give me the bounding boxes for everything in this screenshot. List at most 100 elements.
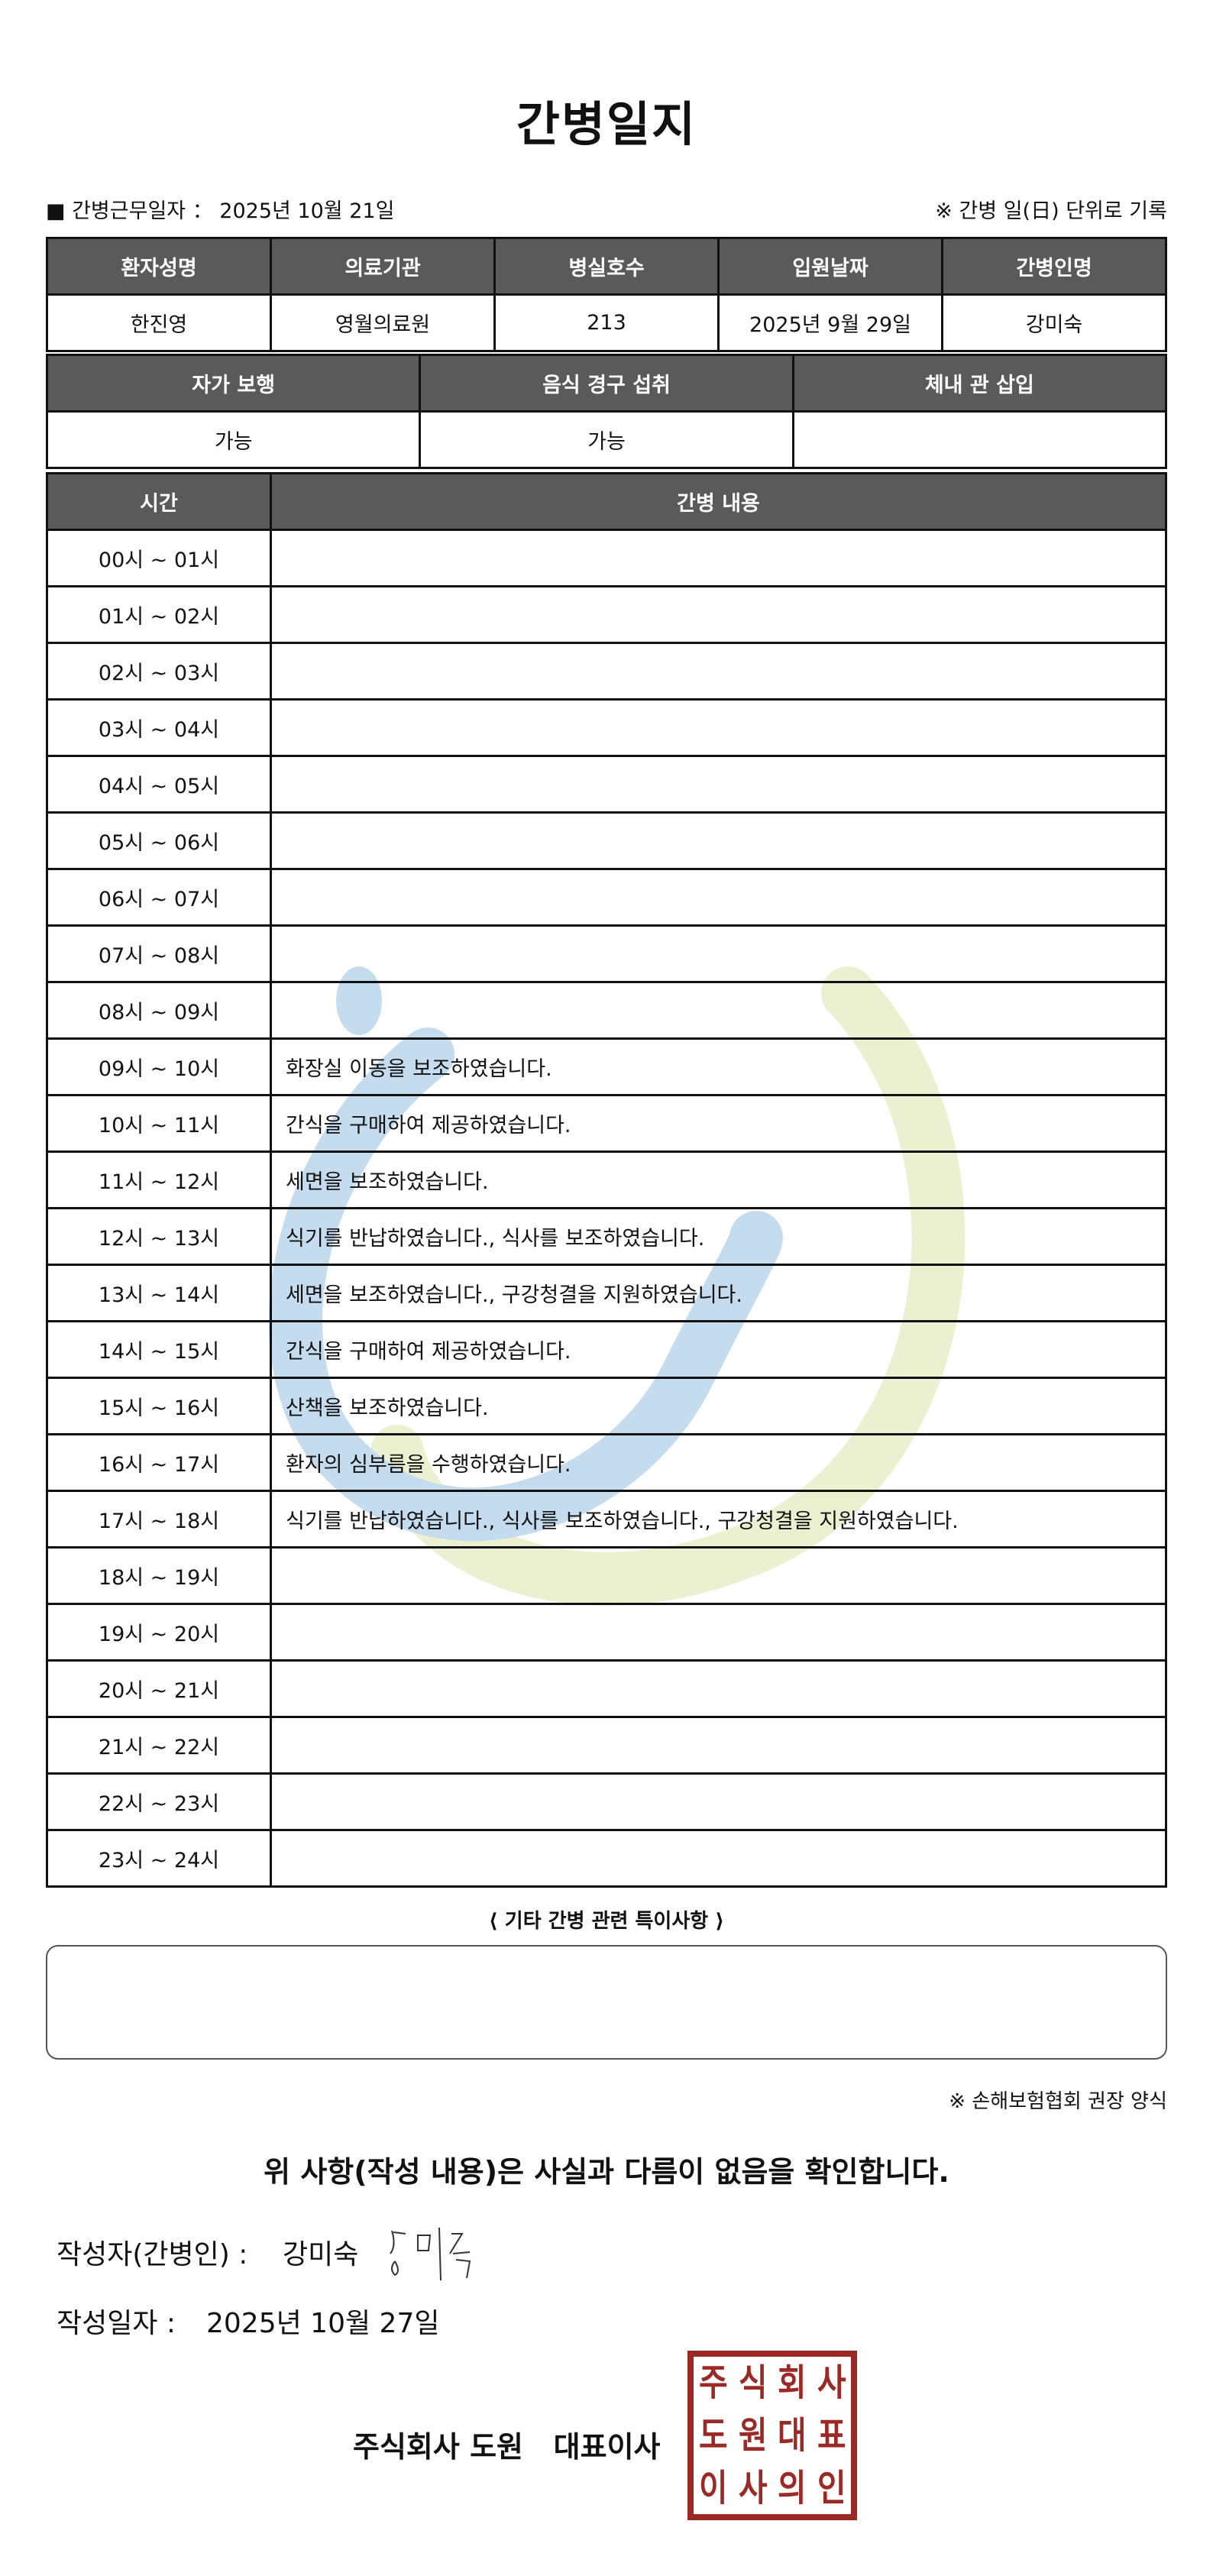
header-oral-intake: 음식 경구 섭취	[419, 354, 794, 413]
writer-name: 강미숙	[283, 2239, 359, 2270]
writer-label: 작성자(간병인) :	[57, 2239, 248, 2270]
stamp-character: 회	[777, 2361, 807, 2405]
time-slot: 23시 ~ 24시	[46, 1829, 272, 1888]
table-row: 06시 ~ 07시	[46, 868, 1167, 927]
stamp-character: 주	[698, 2361, 728, 2405]
care-note	[270, 529, 1167, 587]
table-row: 11시 ~ 12시 세면을 보조하였습니다.	[46, 1150, 1167, 1209]
header-time: 시간	[46, 472, 272, 531]
walking-value: 가능	[45, 410, 422, 469]
form-source-note: ※ 손해보험협회 권장 양식	[949, 2090, 1167, 2113]
care-note: 산책을 보조하였습니다.	[270, 1377, 1167, 1435]
care-note	[270, 585, 1167, 644]
stamp-character: 이	[698, 2466, 728, 2510]
stamp-character: 의	[777, 2466, 807, 2510]
time-slot: 13시 ~ 14시	[46, 1264, 272, 1322]
time-slot: 08시 ~ 09시	[46, 981, 272, 1040]
care-note	[270, 868, 1167, 927]
stamp-character: 식	[738, 2361, 768, 2405]
header-care-content: 간병 내용	[270, 472, 1167, 531]
table-row: 18시 ~ 19시	[46, 1546, 1167, 1605]
table-row: 22시 ~ 23시	[46, 1772, 1167, 1831]
care-note	[270, 1603, 1167, 1662]
write-date: 2025년 10월 27일	[206, 2308, 440, 2339]
time-slot: 10시 ~ 11시	[46, 1094, 272, 1153]
header-room: 병실호수	[493, 237, 720, 296]
table-row: 05시 ~ 06시	[46, 811, 1167, 870]
stamp-character: 사	[817, 2361, 846, 2405]
header-caregiver: 간병인명	[941, 237, 1167, 296]
care-note	[270, 1716, 1167, 1775]
patient-status-table: 자가 보행 음식 경구 섭취 체내 관 삽입 가능 가능	[45, 354, 1168, 469]
time-slot: 05시 ~ 06시	[46, 811, 272, 870]
time-slot: 11시 ~ 12시	[46, 1150, 272, 1209]
header-tube: 체내 관 삽입	[791, 354, 1168, 413]
time-slot: 20시 ~ 21시	[46, 1659, 272, 1718]
stamp-character: 표	[817, 2413, 846, 2457]
time-slot: 07시 ~ 08시	[46, 924, 272, 983]
care-note: 간식을 구매하여 제공하였습니다.	[270, 1320, 1167, 1379]
time-slot: 22시 ~ 23시	[46, 1772, 272, 1831]
signature	[390, 2227, 471, 2281]
tube-value	[791, 410, 1168, 469]
time-slot: 01시 ~ 02시	[46, 585, 272, 644]
care-note	[270, 1546, 1167, 1605]
table-row: 04시 ~ 05시	[46, 755, 1167, 814]
care-note: 화장실 이동을 보조하였습니다.	[270, 1037, 1167, 1096]
table-row: 19시 ~ 20시	[46, 1603, 1167, 1662]
care-note: 환자의 심부름을 수행하였습니다.	[270, 1433, 1167, 1492]
table-row: 15시 ~ 16시 산책을 보조하였습니다.	[46, 1377, 1167, 1435]
work-date: ■ 간병근무일자 ： 2025년 10월 21일	[46, 199, 395, 223]
table-row: 03시 ~ 04시	[46, 698, 1167, 757]
header-hospital: 의료기관	[270, 237, 496, 296]
extra-notes-box	[46, 1945, 1167, 2060]
table-row: 07시 ~ 08시	[46, 924, 1167, 983]
time-slot: 16시 ~ 17시	[46, 1433, 272, 1492]
care-note: 세면을 보조하였습니다., 구강청결을 지원하였습니다.	[270, 1264, 1167, 1322]
time-slot: 19시 ~ 20시	[46, 1603, 272, 1662]
stamp-character: 사	[738, 2466, 768, 2510]
care-note	[270, 1659, 1167, 1718]
time-slot: 00시 ~ 01시	[46, 529, 272, 587]
hospital: 영월의료원	[270, 293, 496, 352]
table-row: 16시 ~ 17시 환자의 심부름을 수행하였습니다.	[46, 1433, 1167, 1492]
stamp-character: 도	[698, 2413, 728, 2457]
stamp-character: 대	[777, 2413, 807, 2457]
table-row: 10시 ~ 11시 간식을 구매하여 제공하였습니다.	[46, 1094, 1167, 1153]
care-note	[270, 981, 1167, 1040]
time-slot: 12시 ~ 13시	[46, 1207, 272, 1266]
time-slot: 02시 ~ 03시	[46, 642, 272, 701]
page-title: 간병일지	[516, 96, 697, 152]
table-row: 01시 ~ 02시	[46, 585, 1167, 644]
confirmation-statement: 위 사항(작성 내용)은 사실과 다름이 없음을 확인합니다.	[264, 2155, 949, 2189]
care-log-table: 시간 간병 내용 00시 ~ 01시 01시 ~ 02시 02시 ~ 03시 03시 …	[46, 472, 1167, 1888]
header-patient-name: 환자성명	[46, 237, 272, 296]
care-note	[270, 1772, 1167, 1831]
time-slot: 03시 ~ 04시	[46, 698, 272, 757]
patient-name: 한진영	[46, 293, 272, 352]
record-note: ※ 간병 일(日) 단위로 기록	[935, 199, 1167, 223]
time-slot: 18시 ~ 19시	[46, 1546, 272, 1605]
stamp-character: 원	[738, 2413, 768, 2457]
table-row: 13시 ~ 14시 세면을 보조하였습니다., 구강청결을 지원하였습니다.	[46, 1264, 1167, 1322]
header-admission-date: 입원날짜	[717, 237, 943, 296]
care-note: 식기를 반납하였습니다., 식사를 보조하였습니다.	[270, 1207, 1167, 1266]
header-walking: 자가 보행	[45, 354, 422, 413]
table-row: 09시 ~ 10시 화장실 이동을 보조하였습니다.	[46, 1037, 1167, 1096]
oral-intake-value: 가능	[419, 410, 794, 469]
care-note	[270, 811, 1167, 870]
table-row: 08시 ~ 09시	[46, 981, 1167, 1040]
time-slot: 21시 ~ 22시	[46, 1716, 272, 1775]
care-note	[270, 698, 1167, 757]
time-slot: 15시 ~ 16시	[46, 1377, 272, 1435]
table-row: 17시 ~ 18시 식기를 반납하였습니다., 식사를 보조하였습니다., 구강청…	[46, 1490, 1167, 1549]
time-slot: 17시 ~ 18시	[46, 1490, 272, 1549]
stamp-character: 인	[817, 2466, 846, 2510]
care-note: 식기를 반납하였습니다., 식사를 보조하였습니다., 구강청결을 지원하였습니…	[270, 1490, 1167, 1549]
care-note	[270, 924, 1167, 983]
care-note	[270, 1829, 1167, 1888]
time-slot: 04시 ~ 05시	[46, 755, 272, 814]
table-row: 21시 ~ 22시	[46, 1716, 1167, 1775]
table-row: 02시 ~ 03시	[46, 642, 1167, 701]
